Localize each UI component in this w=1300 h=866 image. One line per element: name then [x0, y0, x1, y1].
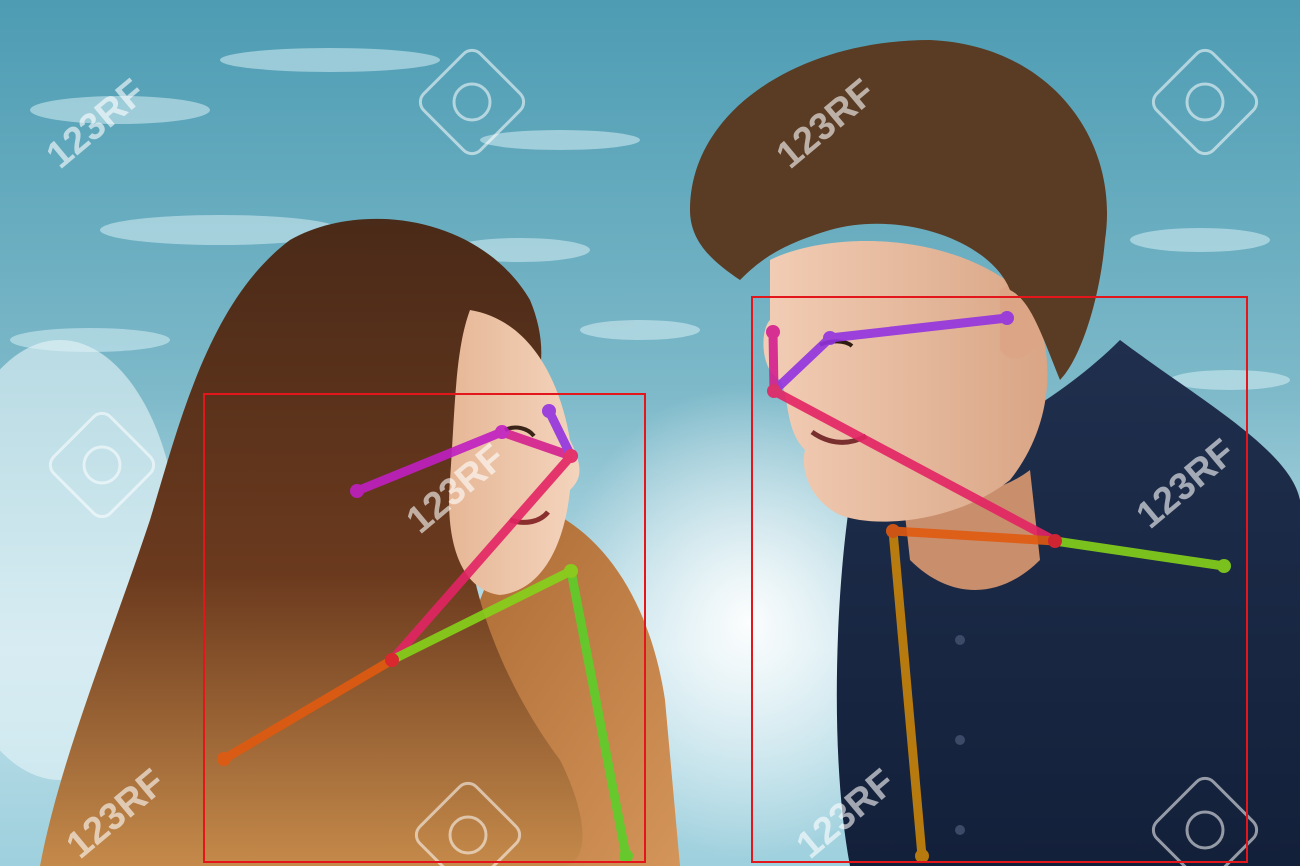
man-figure: [690, 40, 1300, 866]
man-face: [763, 240, 1048, 522]
limb-nose-neck: [769, 386, 1060, 546]
limb-ear-eye-right: [825, 313, 1012, 343]
limb-eye-nose-left: [497, 427, 576, 461]
limb-eye-nose-right: [769, 333, 835, 396]
limb-neck-shoulder-right: [387, 566, 576, 665]
watermark-icon: [414, 781, 522, 866]
shirt-buttons: [955, 635, 965, 835]
limb-nose-neck: [387, 451, 576, 665]
watermark-icon: [418, 48, 526, 156]
limb-neck-shoulder-left: [219, 655, 397, 764]
keypoints-woman: [217, 404, 633, 863]
limb-eye-nose-right: [544, 406, 576, 461]
keypoints-man: [766, 311, 1231, 863]
pose-skeleton-woman: [217, 404, 633, 863]
watermarks: [48, 48, 1259, 866]
limb-neck-shoulder-left: [888, 526, 1060, 546]
watermark-icon: [48, 411, 156, 519]
man-hair: [690, 40, 1108, 380]
pose-skeleton-man: [766, 311, 1231, 863]
watermark-icon: [1151, 776, 1259, 866]
limb-neck-shoulder-right: [1050, 536, 1229, 571]
watermark-icon: [1151, 48, 1259, 156]
woman-figure: [40, 218, 680, 866]
woman-face: [449, 310, 580, 595]
limb-upper-arm-left: [888, 526, 927, 861]
woman-hair: [40, 218, 583, 866]
limb-upper-arm-right: [566, 566, 631, 861]
limb-ear-eye-left: [352, 427, 507, 496]
limb-eye-nose-left: [768, 327, 779, 396]
